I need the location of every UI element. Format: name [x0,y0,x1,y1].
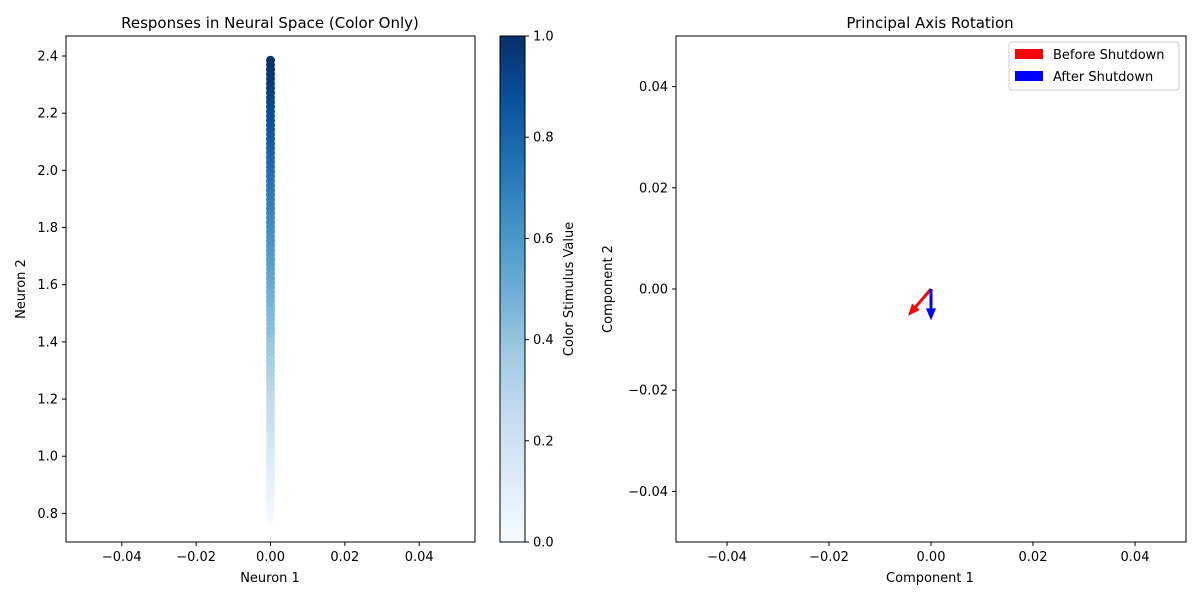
y-tick-label: 1.4 [37,335,58,350]
x-tick-label: 0.04 [1121,550,1150,565]
y-tick-label: 2.2 [37,107,58,122]
chart-title: Principal Axis Rotation [846,14,1013,32]
y-tick-label: 1.6 [37,278,58,293]
colorbar-tick-label: 0.6 [533,232,554,247]
colorbar-tick-label: 0.4 [533,333,554,348]
x-tick-label: 0.04 [405,550,434,565]
colorbar-tick-label: 0.0 [533,536,554,551]
arrow-before-shutdown [908,288,933,316]
x-tick-label: −0.02 [809,550,849,565]
y-axis-label: Component 2 [601,245,616,333]
x-tick-label: 0.00 [917,550,946,565]
legend-box [1008,41,1180,91]
y-tick-label: −0.02 [628,384,668,399]
x-tick-label: 0.02 [330,550,359,565]
colorbar-frame [499,35,526,543]
y-tick-label: 0.00 [639,283,668,298]
scatter-point [266,55,275,65]
y-tick-label: 1.0 [37,450,58,465]
arrow-after-shutdown [926,289,936,321]
x-axis-ticks: −0.04 −0.02 0.00 0.02 0.04 [102,542,434,565]
y-tick-label: 2.4 [37,50,58,65]
y-tick-label: 1.2 [37,393,58,408]
colorbar-tick-label: 1.0 [533,30,554,45]
legend: Before Shutdown After Shutdown [1008,41,1180,91]
colorbar-tick-label: 0.2 [533,434,554,449]
y-axis-label: Neuron 2 [14,259,29,319]
legend-label-before: Before Shutdown [1053,48,1165,63]
y-axis-ticks: −0.04 −0.02 0.00 0.02 0.04 [628,80,676,500]
x-axis-label: Component 1 [886,571,974,586]
y-axis-ticks: 0.8 1.0 1.2 1.4 1.6 1.8 2.0 2.2 2.4 [37,50,66,522]
quiver-chart: Principal Axis Rotation −0.04 −0.02 0.00 0.… [601,14,1187,586]
y-tick-label: 1.8 [37,221,58,236]
x-tick-label: 0.02 [1019,550,1048,565]
colorbar-label: Color Stimulus Value [562,222,577,356]
y-tick-label: 2.0 [37,164,58,179]
scatter-points [266,55,275,524]
y-tick-label: 0.8 [37,507,58,522]
scatter-chart: Responses in Neural Space (Color Only) −… [14,14,476,586]
x-tick-label: −0.04 [707,550,747,565]
chart-title: Responses in Neural Space (Color Only) [121,14,419,32]
legend-swatch-before [1015,49,1043,59]
x-tick-label: −0.02 [176,550,216,565]
y-tick-label: −0.04 [628,485,668,500]
x-tick-label: 0.00 [256,550,285,565]
x-tick-label: −0.04 [102,550,142,565]
colorbar: 0.0 0.2 0.4 0.6 0.8 1.0 Color Stimulus Value [499,30,577,551]
colorbar-ticks: 0.0 0.2 0.4 0.6 0.8 1.0 [525,30,554,551]
legend-swatch-after [1015,71,1043,81]
legend-label-after: After Shutdown [1053,70,1153,85]
arrows [908,288,936,321]
x-axis-label: Neuron 1 [240,571,300,586]
x-axis-ticks: −0.04 −0.02 0.00 0.02 0.04 [707,542,1149,565]
colorbar-gradient [500,36,525,542]
colorbar-tick-label: 0.8 [533,131,554,146]
y-tick-label: 0.02 [639,181,668,196]
y-tick-label: 0.04 [639,80,668,95]
